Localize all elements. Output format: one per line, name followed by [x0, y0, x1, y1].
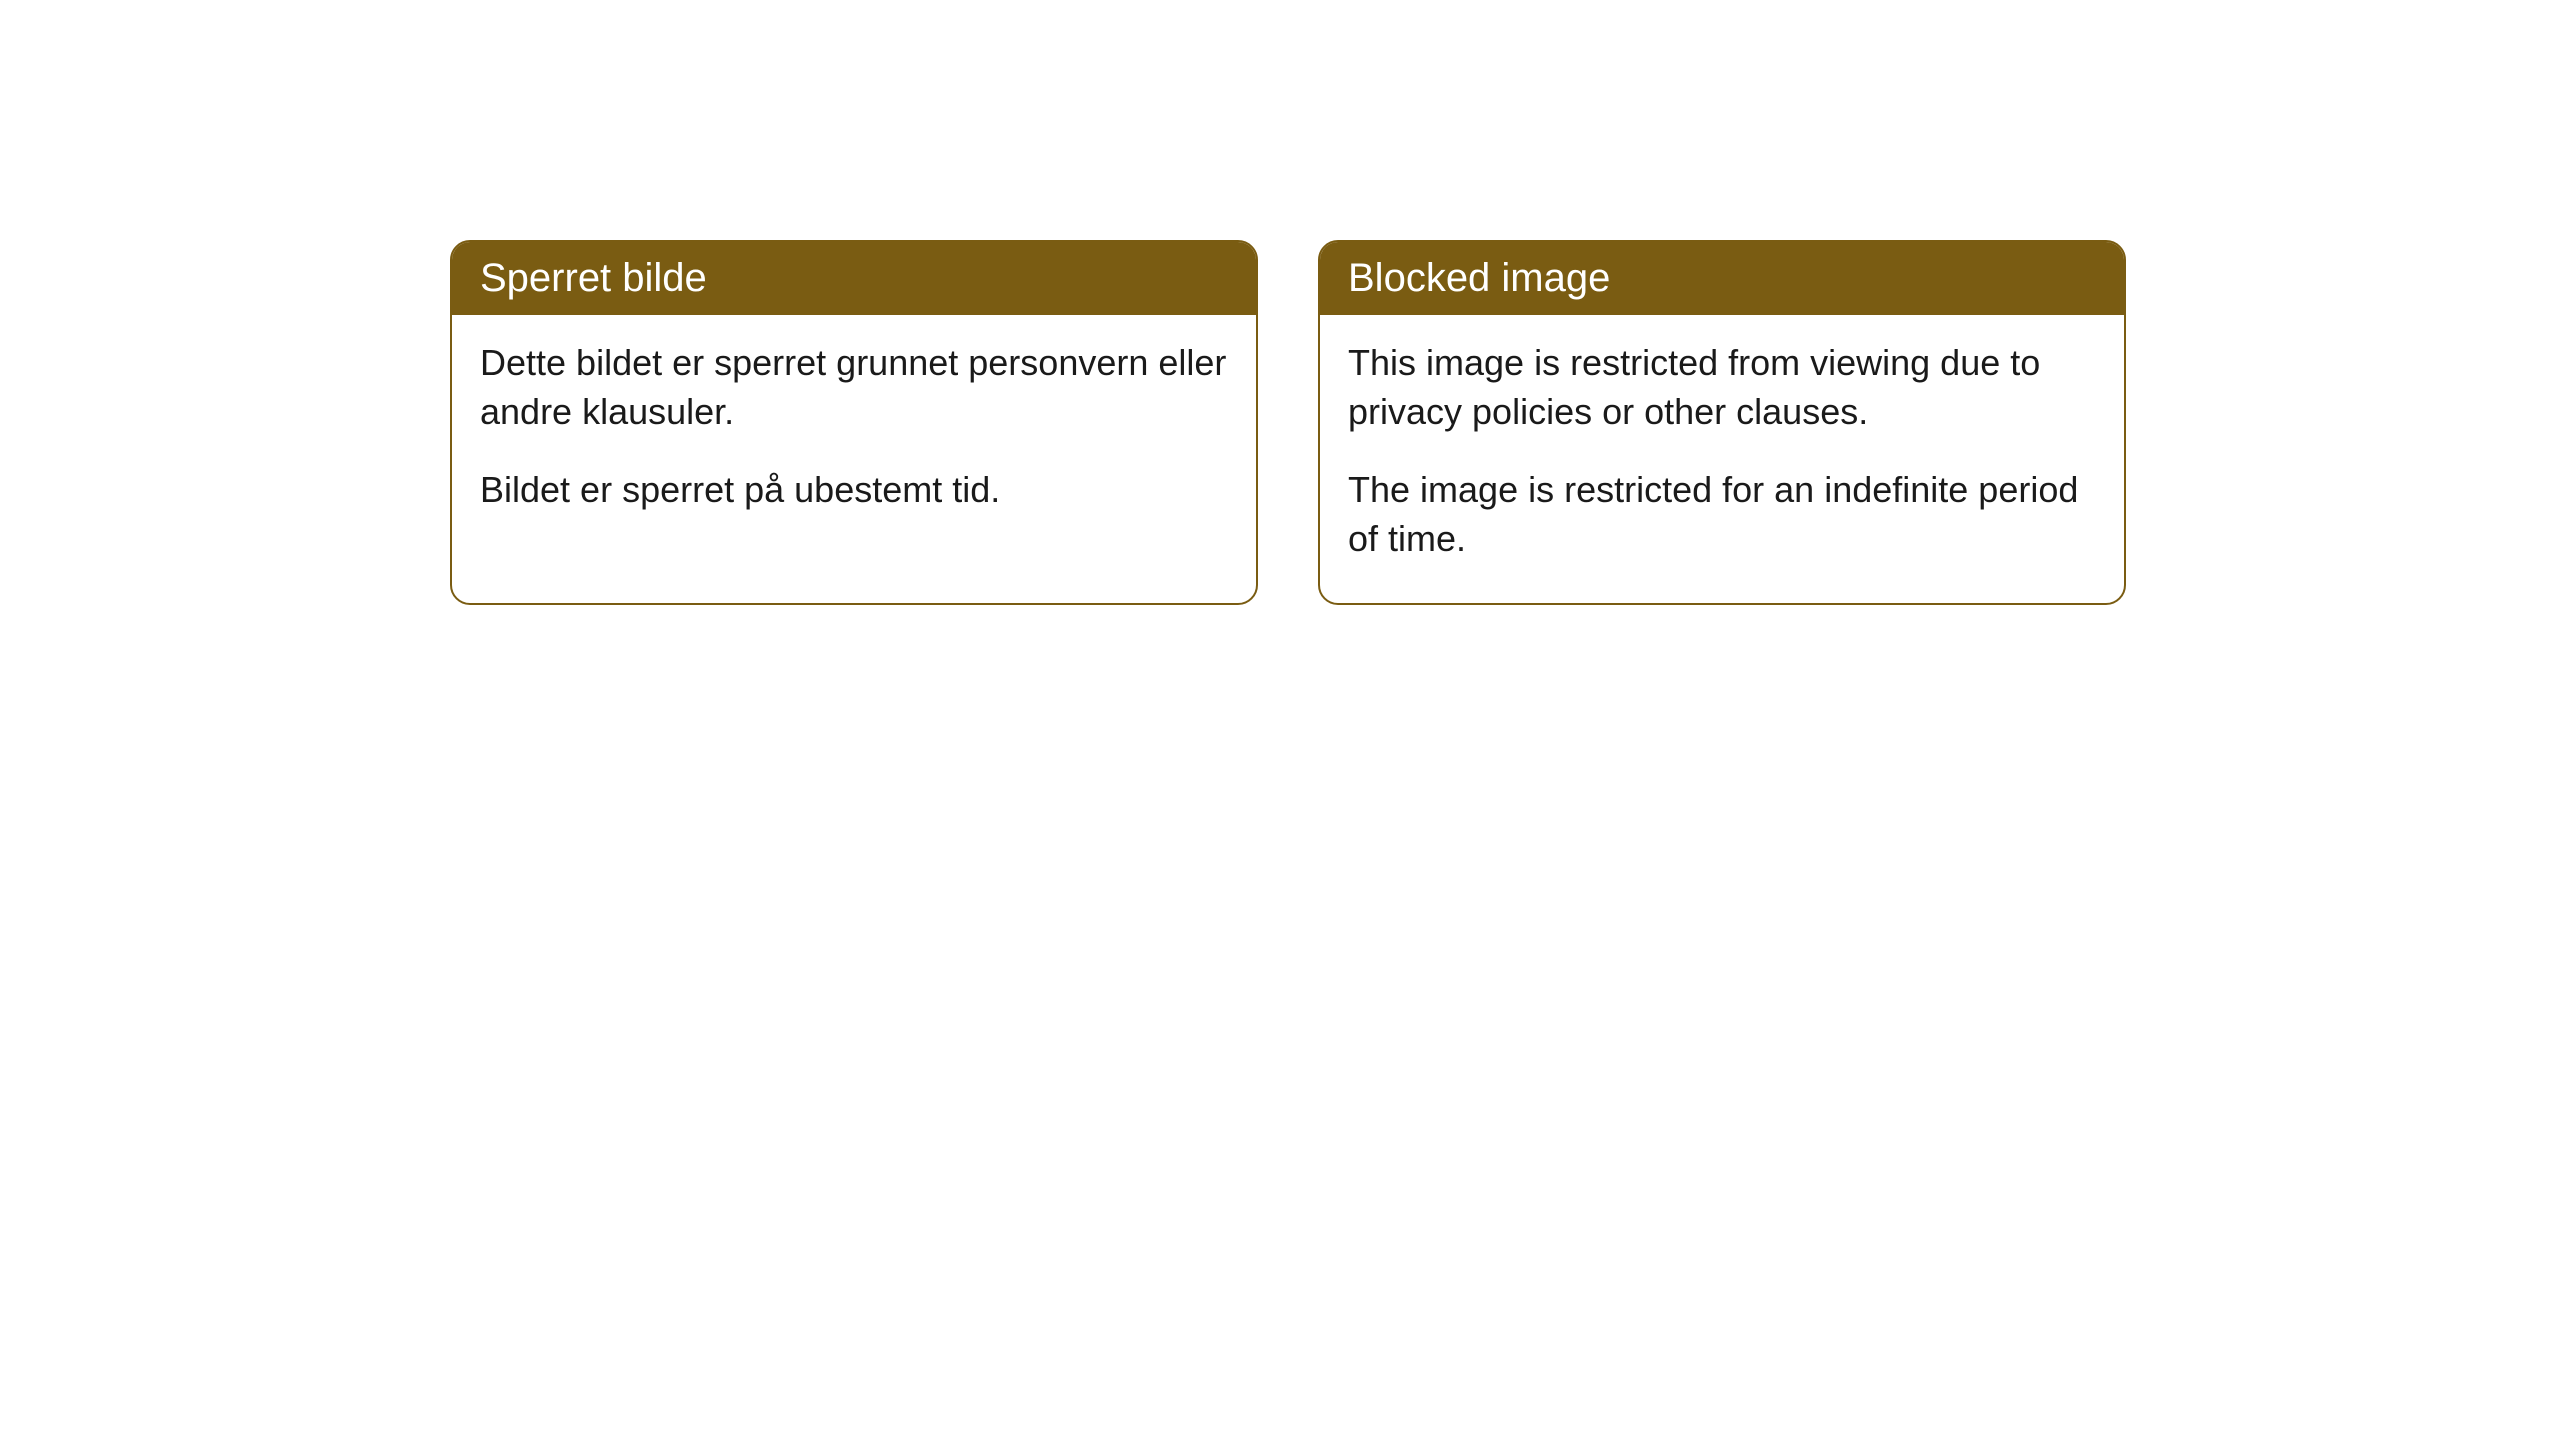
card-paragraph: Dette bildet er sperret grunnet personve… — [480, 339, 1228, 436]
blocked-image-card-norwegian: Sperret bilde Dette bildet er sperret gr… — [450, 240, 1258, 605]
card-body-norwegian: Dette bildet er sperret grunnet personve… — [452, 315, 1256, 555]
blocked-image-card-english: Blocked image This image is restricted f… — [1318, 240, 2126, 605]
card-header-norwegian: Sperret bilde — [452, 242, 1256, 315]
card-title: Sperret bilde — [480, 256, 707, 300]
card-header-english: Blocked image — [1320, 242, 2124, 315]
card-paragraph: This image is restricted from viewing du… — [1348, 339, 2096, 436]
notice-cards-container: Sperret bilde Dette bildet er sperret gr… — [450, 240, 2126, 605]
card-paragraph: The image is restricted for an indefinit… — [1348, 466, 2096, 563]
card-body-english: This image is restricted from viewing du… — [1320, 315, 2124, 603]
card-title: Blocked image — [1348, 256, 1610, 300]
card-paragraph: Bildet er sperret på ubestemt tid. — [480, 466, 1228, 515]
